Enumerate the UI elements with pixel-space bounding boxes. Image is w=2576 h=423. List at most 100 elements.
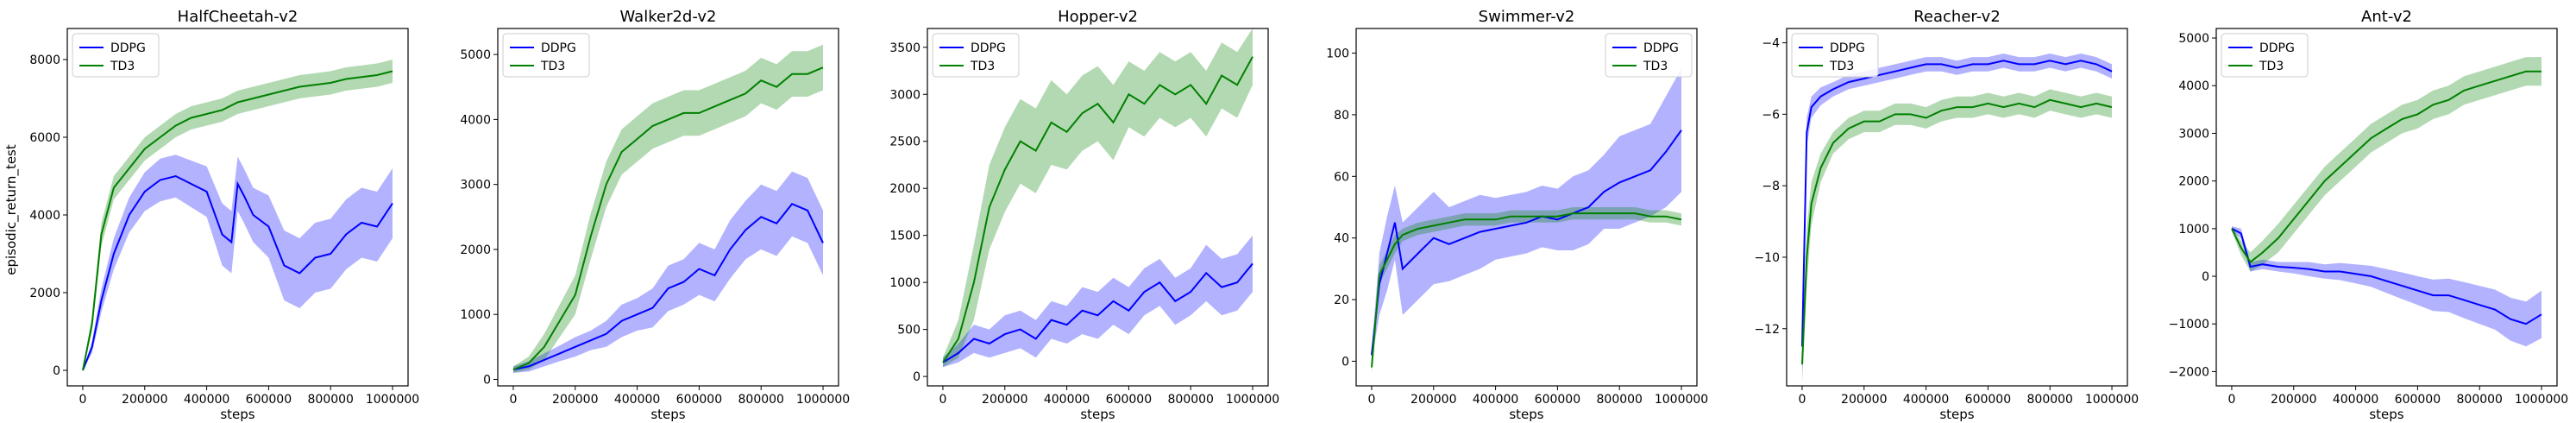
x-tick-label: 0 [79, 393, 86, 407]
legend-label-td3: TD3 [1643, 60, 1668, 73]
y-tick-label: 2000 [460, 243, 491, 257]
axes-frame [497, 28, 839, 387]
chart-panel-4: Swimmer-v2 0 200000 400000 600000 800000 10000… [1326, 8, 1708, 422]
x-tick-label: 1000000 [1226, 393, 1279, 407]
legend-label-td3: TD3 [970, 60, 995, 73]
y-tick-label: −8 [1762, 180, 1780, 193]
series-line-td3 [1801, 98, 2113, 365]
y-tick-label: 0 [53, 364, 60, 378]
legend-label-ddpg: DDPG [1643, 41, 1679, 55]
series-band-ddpg [1802, 54, 2112, 376]
x-axis-label: steps [2369, 407, 2403, 422]
series-line-td3 [2231, 70, 2541, 263]
legend: DDPG TD3 [502, 33, 590, 78]
x-tick-label: 1000000 [2085, 393, 2139, 407]
series-band-ddpg [513, 171, 823, 373]
x-axis-label: steps [220, 407, 254, 422]
chart-title: Swimmer-v2 [1479, 8, 1575, 26]
y-tick-label: −2000 [2169, 365, 2209, 379]
x-tick-label: 200000 [1841, 393, 1887, 407]
x-axis-label: steps [650, 407, 685, 422]
x-tick-label: 600000 [2395, 393, 2441, 407]
series-band-ddpg [83, 155, 393, 370]
y-tick-label: 6000 [29, 131, 60, 145]
y-tick-label: 500 [897, 324, 920, 338]
x-tick-label: 600000 [246, 393, 292, 407]
legend: DDPG TD3 [72, 33, 160, 78]
y-tick-label: 0 [483, 373, 491, 387]
x-axis-label: steps [1939, 407, 1974, 422]
y-tick-label: 4000 [460, 113, 491, 127]
chart-panel-3: Hopper-v2 0 200000 400000 600000 800000 100000… [889, 8, 1279, 422]
x-tick-label: 400000 [614, 393, 660, 407]
chart-panel-5: Reacher-v2 0 200000 400000 600000 800000 10000… [1754, 8, 2139, 422]
y-tick-label: 3500 [889, 41, 920, 55]
y-tick-label: 2000 [2178, 175, 2209, 189]
y-tick-label: −10 [1754, 251, 1780, 265]
x-tick-label: 800000 [2027, 393, 2073, 407]
x-tick-label: 0 [509, 393, 517, 407]
x-tick-label: 800000 [1168, 393, 1214, 407]
x-tick-label: 400000 [1473, 393, 1518, 407]
chart-title: Hopper-v2 [1058, 8, 1138, 26]
series-line-ddpg [1801, 60, 2113, 347]
legend-label-ddpg: DDPG [2259, 41, 2295, 55]
legend-label-ddpg: DDPG [971, 41, 1006, 55]
legend-label-td3: TD3 [110, 60, 135, 73]
y-tick-label: 5000 [460, 48, 491, 62]
x-tick-label: 200000 [1411, 393, 1456, 407]
y-tick-label: 1500 [889, 230, 920, 243]
series-band-ddpg [943, 235, 1253, 368]
series-line-ddpg [942, 262, 1253, 363]
axes-frame [1786, 28, 2128, 387]
series-line-ddpg [1371, 129, 1682, 356]
y-tick-label: 60 [1334, 170, 1349, 184]
y-tick-label: −1000 [2169, 318, 2209, 331]
chart-title: Ant-v2 [2361, 8, 2412, 26]
figure-ylabel: episodic_return_test [3, 144, 20, 275]
legend: DDPG TD3 [1791, 33, 1879, 78]
x-tick-label: 800000 [2457, 393, 2503, 407]
series-band-td3 [2232, 57, 2541, 272]
y-tick-label: 2000 [889, 182, 920, 196]
x-tick-label: 0 [939, 393, 946, 407]
chart-title: Reacher-v2 [1913, 8, 2001, 26]
x-tick-label: 1000000 [796, 393, 850, 407]
x-tick-label: 800000 [1597, 393, 1643, 407]
series-line-td3 [1371, 212, 1682, 368]
series-line-ddpg [2231, 227, 2542, 325]
chart-title: HalfCheetah-v2 [178, 8, 298, 26]
x-tick-label: 800000 [308, 393, 354, 407]
y-tick-label: −12 [1754, 323, 1780, 337]
x-tick-label: 1000000 [2515, 393, 2568, 407]
series-line-td3 [512, 66, 824, 371]
y-tick-label: 8000 [29, 54, 60, 67]
y-tick-label: 100 [1326, 47, 1349, 61]
y-tick-label: 80 [1334, 109, 1349, 123]
y-tick-label: 3000 [2178, 127, 2209, 141]
y-tick-label: 1000 [2178, 223, 2209, 237]
x-tick-label: 200000 [122, 393, 167, 407]
x-tick-label: 200000 [552, 393, 598, 407]
y-tick-label: 2500 [889, 136, 920, 149]
series-line-ddpg [82, 174, 393, 371]
y-tick-label: 3000 [889, 88, 920, 102]
x-tick-label: 0 [2227, 393, 2235, 407]
x-tick-label: 600000 [676, 393, 722, 407]
y-tick-label: −4 [1762, 37, 1780, 51]
y-tick-label: 3000 [460, 179, 491, 193]
series-band-ddpg [2232, 226, 2541, 347]
x-tick-label: 600000 [1535, 393, 1580, 407]
x-tick-label: 400000 [2333, 393, 2378, 407]
chart-title: Walker2d-v2 [620, 8, 717, 26]
x-tick-label: 400000 [184, 393, 229, 407]
y-tick-label: −6 [1762, 108, 1780, 122]
x-tick-label: 600000 [1106, 393, 1152, 407]
x-tick-label: 0 [1798, 393, 1806, 407]
x-axis-label: steps [1080, 407, 1115, 422]
y-tick-label: 40 [1334, 232, 1349, 246]
series-line-td3 [82, 70, 393, 371]
series-line-td3 [942, 56, 1253, 363]
y-tick-label: 4000 [29, 209, 60, 223]
legend-label-ddpg: DDPG [1830, 41, 1865, 55]
